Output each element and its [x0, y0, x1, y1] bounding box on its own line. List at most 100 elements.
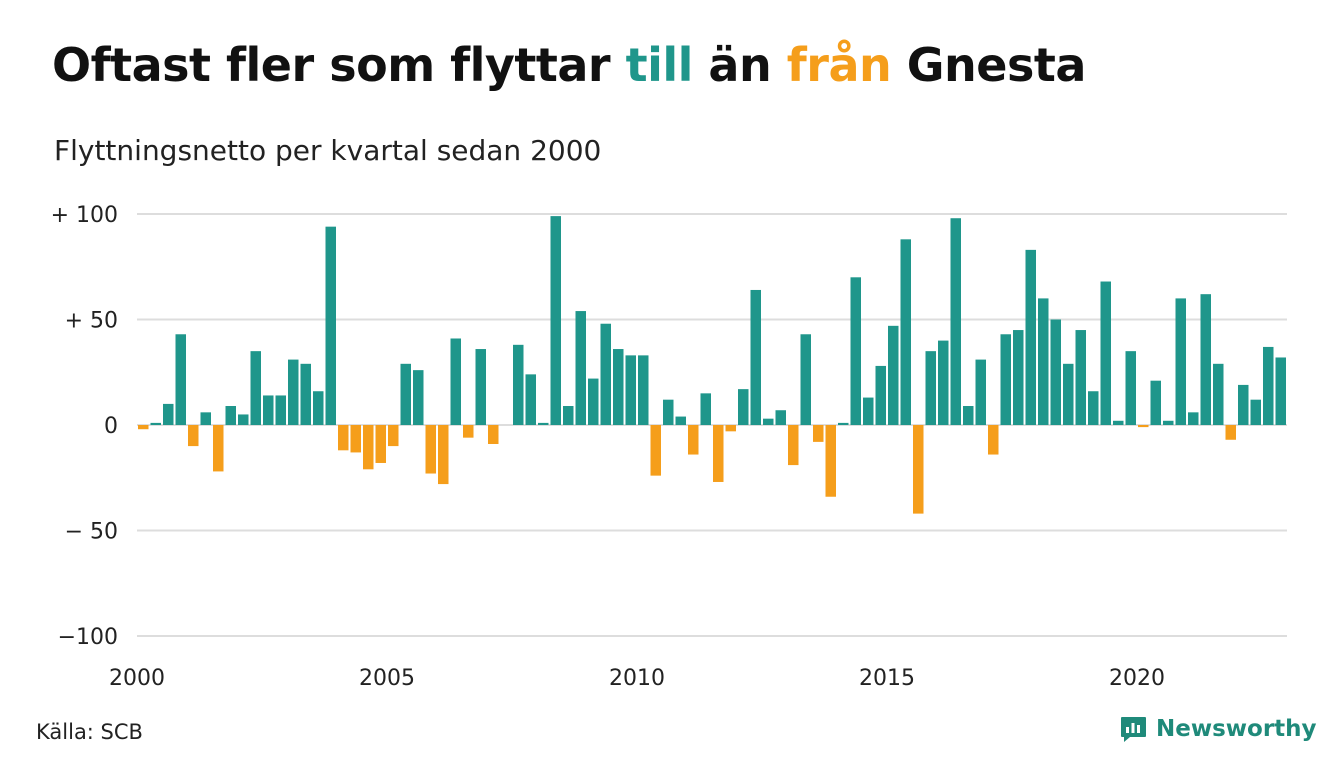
bar [750, 289, 761, 425]
bar [175, 334, 186, 425]
bar [213, 425, 224, 472]
bar [400, 363, 411, 425]
bar [725, 425, 736, 432]
x-tick-label: 2020 [1109, 666, 1165, 691]
bar [425, 425, 436, 474]
bar [1088, 391, 1099, 425]
bar [1075, 330, 1086, 425]
bar [888, 325, 899, 425]
bar [938, 340, 949, 425]
bar [900, 239, 911, 425]
bar [163, 403, 174, 425]
bar [338, 425, 349, 451]
bar [313, 391, 324, 425]
chart-subtitle: Flyttningsnetto per kvartal sedan 2000 [54, 134, 602, 167]
bar [663, 399, 674, 425]
bar [538, 422, 549, 425]
bar [150, 422, 161, 425]
bar [1013, 330, 1024, 425]
y-tick-label: −100 [58, 625, 118, 650]
bar [450, 338, 461, 425]
axis-labels: + 100 + 50 0 − 50 −100 2000 2005 2010 2015 2020 [51, 203, 1165, 691]
bar [463, 425, 474, 438]
chart-title: Oftast fler som flyttar till än från Gne… [52, 38, 1086, 92]
bar [250, 351, 261, 425]
newsworthy-logo: Newsworthy [1118, 714, 1317, 744]
bar [738, 389, 749, 425]
bar [300, 363, 311, 425]
y-tick-label: + 100 [51, 203, 118, 228]
bar [1038, 298, 1049, 425]
bar [988, 425, 999, 455]
bar [513, 344, 524, 425]
bar [225, 406, 236, 425]
bar [650, 425, 661, 476]
bar-chart-logo-icon [1121, 717, 1146, 742]
title-part-1: Oftast fler som flyttar [52, 38, 626, 92]
bar [1125, 351, 1136, 425]
bar [1025, 249, 1036, 425]
bar [525, 374, 536, 425]
bar [913, 425, 924, 514]
title-highlight-fran: från [786, 38, 892, 92]
y-tick-label: − 50 [65, 520, 118, 545]
bar [1275, 357, 1286, 425]
bar [588, 378, 599, 425]
bar [1063, 363, 1074, 425]
bar [200, 412, 211, 425]
bar [700, 393, 711, 425]
bar [963, 406, 974, 425]
bar [1100, 281, 1111, 425]
bar [675, 416, 686, 425]
bar [788, 425, 799, 466]
bar [550, 216, 561, 425]
bar [763, 418, 774, 425]
bars [138, 216, 1286, 514]
logo-text: Newsworthy [1156, 716, 1317, 742]
bar [638, 355, 649, 425]
bar [438, 425, 449, 485]
bar [288, 359, 299, 425]
bar [1263, 346, 1274, 425]
bar [263, 395, 274, 425]
source-note: Källa: SCB [36, 720, 143, 744]
bar [1213, 363, 1224, 425]
bar [950, 218, 961, 425]
bar [825, 425, 836, 497]
bar [275, 395, 286, 425]
bar [488, 425, 499, 444]
bar [238, 414, 249, 425]
bar [363, 425, 374, 470]
bar [688, 425, 699, 455]
bar [388, 425, 399, 447]
bar [1000, 334, 1011, 425]
x-tick-label: 2000 [109, 666, 165, 691]
bar [575, 311, 586, 425]
bar [1238, 384, 1249, 425]
bar [475, 349, 486, 425]
bar [1200, 294, 1211, 425]
bar [563, 406, 574, 425]
title-part-3: Gnesta [891, 38, 1087, 92]
x-tick-label: 2015 [859, 666, 915, 691]
bar [413, 370, 424, 425]
bar [625, 355, 636, 425]
x-tick-label: 2005 [359, 666, 415, 691]
bar [188, 425, 199, 447]
bar [975, 359, 986, 425]
x-tick-label: 2010 [609, 666, 665, 691]
bar [875, 365, 886, 425]
bar [813, 425, 824, 442]
y-tick-label: 0 [104, 414, 118, 439]
bar [1188, 412, 1199, 425]
y-tick-label: + 50 [65, 309, 118, 334]
bar [325, 226, 336, 425]
bar [1050, 319, 1061, 425]
bar [1138, 425, 1149, 428]
bar [713, 425, 724, 482]
bar [350, 425, 361, 453]
bar [138, 425, 149, 430]
title-part-2: än [692, 38, 787, 92]
bar [1225, 425, 1236, 440]
